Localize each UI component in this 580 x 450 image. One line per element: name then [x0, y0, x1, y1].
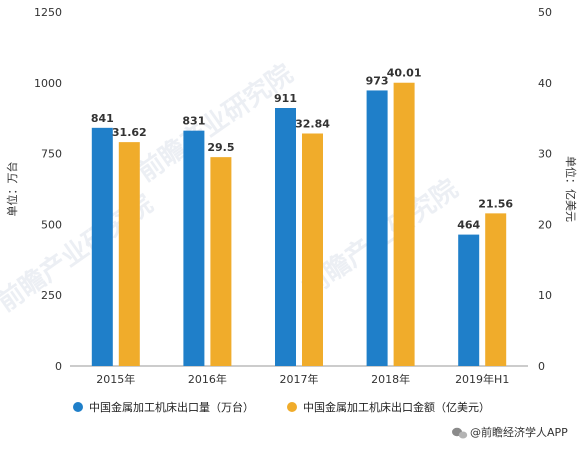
- data-label: 841: [91, 112, 114, 125]
- right-tick-label: 40: [538, 77, 552, 90]
- left-tick-label: 1250: [34, 6, 62, 19]
- data-label: 464: [457, 219, 480, 232]
- wechat-icon: [452, 427, 468, 439]
- left-tick-label: 750: [41, 148, 62, 161]
- category-label: 2017年: [280, 372, 319, 386]
- category-label: 2018年: [371, 372, 410, 386]
- legend-entry: 中国金属加工机床出口量（万台）: [89, 400, 254, 414]
- right-tick-label: 20: [538, 218, 552, 231]
- legend-marker: [287, 402, 297, 412]
- legend: 中国金属加工机床出口量（万台） 中国金属加工机床出口金额（亿美元）: [73, 400, 490, 414]
- legend-marker: [73, 402, 83, 412]
- right-tick-label: 30: [538, 148, 552, 161]
- left-tick-label: 0: [55, 360, 62, 373]
- axes: 0 250 500 750 1000 1250 0 10 20 30 40 50 单位：万台 单位：亿美元…: [5, 6, 578, 386]
- legend-entry: 中国金属加工机床出口金额（亿美元）: [303, 400, 490, 414]
- category-label: 2015年: [96, 372, 135, 386]
- bar-quantity: [366, 90, 388, 366]
- data-label: 831: [182, 115, 205, 128]
- bar-amount: [302, 133, 323, 366]
- bar-quantity: [183, 130, 205, 366]
- data-label: 21.56: [478, 197, 513, 210]
- bar-quantity: [91, 127, 113, 366]
- data-label: 31.62: [112, 126, 147, 139]
- category-label: 2019年H1: [455, 372, 509, 386]
- category-label: 2016年: [188, 372, 227, 386]
- right-tick-label: 50: [538, 6, 552, 19]
- bars: [91, 82, 507, 367]
- bar-amount: [210, 157, 232, 366]
- data-label: 911: [274, 92, 297, 105]
- left-tick-label: 250: [41, 289, 62, 302]
- right-tick-label: 0: [538, 360, 545, 373]
- data-label: 32.84: [295, 117, 330, 130]
- footer: @前瞻经济学人APP: [452, 425, 568, 439]
- left-tick-label: 1000: [34, 77, 62, 90]
- bar-quantity: [458, 234, 480, 366]
- bar-quantity: [275, 108, 296, 367]
- right-axis-title: 单位：亿美元: [564, 156, 578, 222]
- bar-amount: [393, 82, 415, 367]
- right-tick-label: 10: [538, 289, 552, 302]
- data-label: 29.5: [207, 141, 234, 154]
- bar-amount: [118, 142, 140, 366]
- bar-amount: [485, 213, 507, 366]
- data-label: 973: [366, 74, 389, 87]
- left-axis-title: 单位：万台: [5, 162, 19, 217]
- source-text: @前瞻经济学人APP: [470, 425, 568, 439]
- left-tick-label: 500: [41, 218, 62, 231]
- data-label: 40.01: [387, 67, 422, 80]
